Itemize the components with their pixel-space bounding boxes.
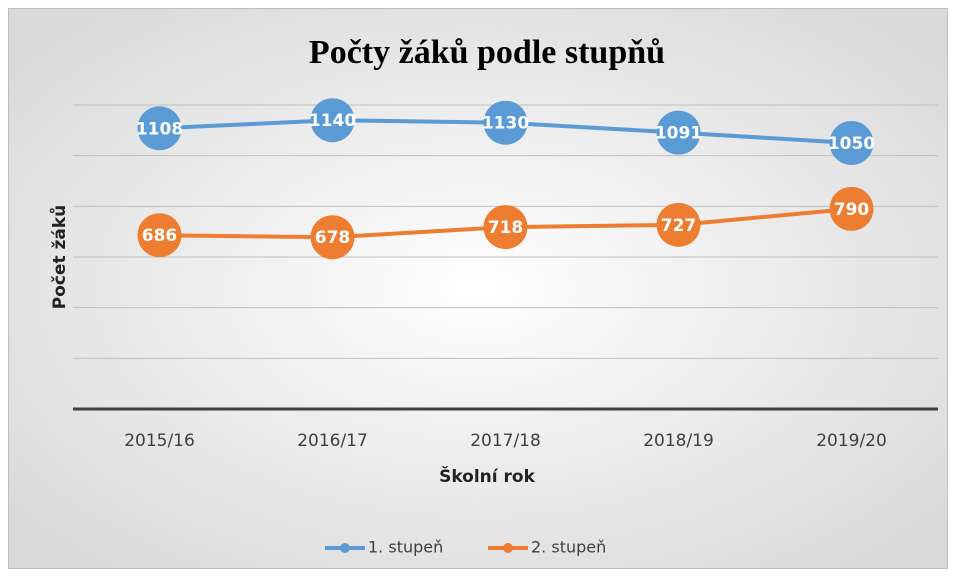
x-tick-label: 2017/18 bbox=[470, 431, 541, 451]
data-point bbox=[137, 106, 182, 151]
data-point bbox=[483, 205, 528, 250]
data-label: 678 bbox=[315, 228, 351, 248]
legend-label: 2. stupeň bbox=[531, 538, 606, 557]
data-point bbox=[310, 215, 355, 260]
data-point bbox=[656, 202, 701, 247]
data-point bbox=[483, 100, 528, 145]
x-axis-title: Školní rok bbox=[439, 465, 536, 487]
legend-marker bbox=[503, 543, 513, 553]
data-label: 727 bbox=[661, 216, 697, 236]
x-tick-label: 2015/16 bbox=[124, 431, 195, 451]
data-label: 1091 bbox=[655, 124, 702, 144]
legend-label: 1. stupeň bbox=[368, 538, 443, 557]
data-label: 1108 bbox=[136, 119, 183, 139]
data-label: 718 bbox=[488, 218, 524, 238]
data-point bbox=[137, 213, 182, 258]
data-point bbox=[829, 186, 874, 231]
data-point bbox=[829, 121, 874, 165]
data-label: 686 bbox=[142, 226, 178, 246]
data-label: 1140 bbox=[309, 111, 356, 131]
data-point bbox=[310, 98, 355, 143]
x-tick-label: 2018/19 bbox=[643, 431, 714, 451]
y-axis-title: Počet žáků bbox=[48, 205, 70, 310]
x-tick-label: 2016/17 bbox=[297, 431, 368, 451]
data-point bbox=[656, 110, 701, 155]
chart-title: Počty žáků podle stupňů bbox=[309, 34, 665, 71]
x-tick-label: 2019/20 bbox=[816, 431, 887, 451]
legend-marker bbox=[340, 543, 350, 553]
data-label: 1130 bbox=[482, 114, 529, 134]
data-label: 1050 bbox=[828, 134, 875, 154]
data-label: 790 bbox=[834, 200, 870, 220]
chart-frame bbox=[8, 8, 948, 569]
